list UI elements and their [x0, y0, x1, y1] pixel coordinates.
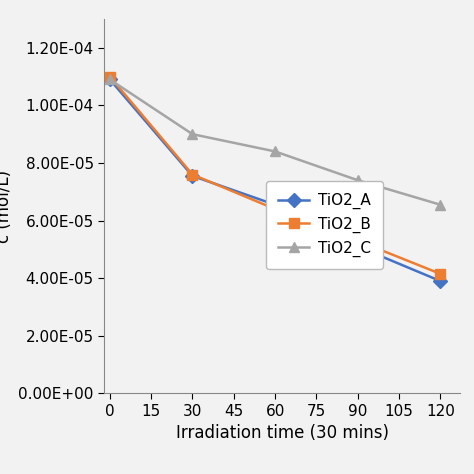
TiO2_A: [438, 278, 443, 284]
TiO2_A: [272, 202, 278, 208]
Line: TiO2_B: TiO2_B: [105, 72, 446, 279]
TiO2_B: [272, 206, 278, 212]
TiO2_C: [355, 177, 361, 183]
Y-axis label: c (mol/L): c (mol/L): [0, 170, 13, 243]
Line: TiO2_A: TiO2_A: [105, 74, 446, 286]
TiO2_B: [355, 238, 361, 244]
TiO2_A: [107, 77, 113, 82]
TiO2_C: [107, 77, 113, 82]
TiO2_A: [355, 244, 361, 249]
TiO2_B: [107, 74, 113, 80]
TiO2_C: [272, 149, 278, 155]
TiO2_C: [438, 202, 443, 208]
TiO2_C: [190, 131, 195, 137]
Line: TiO2_C: TiO2_C: [105, 74, 446, 210]
TiO2_B: [190, 172, 195, 177]
X-axis label: Irradiation time (30 mins): Irradiation time (30 mins): [175, 424, 389, 442]
Legend: TiO2_A, TiO2_B, TiO2_C: TiO2_A, TiO2_B, TiO2_C: [266, 181, 383, 269]
TiO2_B: [438, 271, 443, 277]
TiO2_A: [190, 173, 195, 179]
